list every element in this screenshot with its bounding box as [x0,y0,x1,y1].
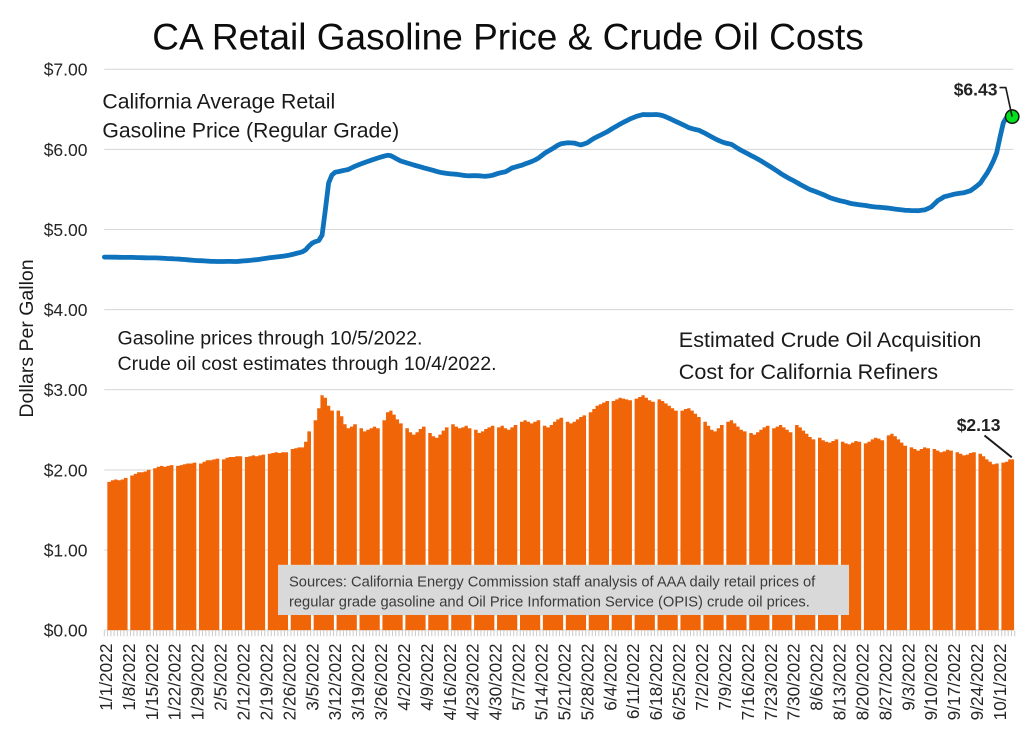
svg-text:California Average Retail: California Average Retail [102,91,335,114]
svg-text:6/4/2022: 6/4/2022 [600,644,620,711]
svg-text:7/16/2022: 7/16/2022 [738,644,758,721]
svg-text:$5.00: $5.00 [44,220,88,240]
svg-text:3/5/2022: 3/5/2022 [302,644,322,711]
svg-text:4/30/2022: 4/30/2022 [486,644,506,721]
svg-text:6/18/2022: 6/18/2022 [646,644,666,721]
svg-text:8/13/2022: 8/13/2022 [830,644,850,721]
svg-text:Gasoline Price (Regular Grade): Gasoline Price (Regular Grade) [102,119,399,142]
svg-text:5/21/2022: 5/21/2022 [554,644,574,721]
svg-text:CA Retail Gasoline Price & Cru: CA Retail Gasoline Price & Crude Oil Cos… [152,17,864,58]
svg-text:7/23/2022: 7/23/2022 [761,644,781,721]
svg-text:8/27/2022: 8/27/2022 [875,644,895,721]
svg-text:$2.13: $2.13 [957,415,1001,435]
svg-text:3/19/2022: 3/19/2022 [348,644,368,721]
svg-text:4/9/2022: 4/9/2022 [417,644,437,711]
svg-text:4/16/2022: 4/16/2022 [440,644,460,721]
svg-text:4/23/2022: 4/23/2022 [463,644,483,721]
svg-text:5/14/2022: 5/14/2022 [532,644,552,721]
svg-text:$4.00: $4.00 [44,300,88,320]
svg-text:9/10/2022: 9/10/2022 [921,644,941,721]
svg-text:Crude oil cost estimates throu: Crude oil cost estimates through 10/4/20… [118,353,497,375]
svg-text:$6.43: $6.43 [954,79,998,99]
svg-text:2/19/2022: 2/19/2022 [256,644,276,721]
svg-text:$7.00: $7.00 [44,60,88,80]
svg-text:8/20/2022: 8/20/2022 [853,644,873,721]
svg-text:$6.00: $6.00 [44,140,88,160]
svg-text:8/6/2022: 8/6/2022 [807,644,827,711]
svg-text:3/26/2022: 3/26/2022 [371,644,391,721]
svg-text:7/9/2022: 7/9/2022 [715,644,735,711]
svg-text:6/25/2022: 6/25/2022 [669,644,689,721]
svg-text:Estimated Crude Oil Acquisitio: Estimated Crude Oil Acquisition [679,327,981,352]
svg-text:7/2/2022: 7/2/2022 [692,644,712,711]
svg-text:6/11/2022: 6/11/2022 [623,644,643,720]
svg-text:regular grade gasoline and Oil: regular grade gasoline and Oil Price Inf… [289,595,810,611]
svg-text:2/26/2022: 2/26/2022 [279,644,299,721]
svg-text:Cost for California Refiners: Cost for California Refiners [679,359,938,384]
svg-text:1/29/2022: 1/29/2022 [188,644,208,721]
svg-text:9/3/2022: 9/3/2022 [898,644,918,711]
svg-text:7/30/2022: 7/30/2022 [784,644,804,721]
svg-text:2/12/2022: 2/12/2022 [234,644,254,721]
svg-text:9/17/2022: 9/17/2022 [944,644,964,721]
svg-text:10/1/2022: 10/1/2022 [990,644,1010,721]
svg-text:$2.00: $2.00 [44,460,88,480]
svg-text:5/7/2022: 5/7/2022 [509,644,529,711]
svg-text:3/12/2022: 3/12/2022 [325,644,345,721]
svg-text:$0.00: $0.00 [44,621,88,641]
svg-text:1/1/2022: 1/1/2022 [96,644,116,711]
svg-text:4/2/2022: 4/2/2022 [394,644,414,711]
svg-text:Sources: California Energy Com: Sources: California Energy Commission st… [289,574,816,590]
svg-text:Gasoline prices through 10/5/2: Gasoline prices through 10/5/2022. [118,328,423,350]
svg-text:1/22/2022: 1/22/2022 [165,644,185,721]
svg-text:Dollars Per Gallon: Dollars Per Gallon [16,259,38,417]
svg-text:$1.00: $1.00 [44,540,88,560]
svg-text:5/28/2022: 5/28/2022 [577,644,597,721]
svg-text:9/24/2022: 9/24/2022 [967,644,987,721]
svg-text:1/15/2022: 1/15/2022 [142,644,162,721]
svg-text:1/8/2022: 1/8/2022 [119,644,139,711]
svg-text:2/5/2022: 2/5/2022 [211,644,231,711]
svg-text:$3.00: $3.00 [44,380,88,400]
